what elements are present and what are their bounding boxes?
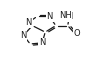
Text: N: N <box>26 18 32 27</box>
Text: N: N <box>47 12 53 21</box>
Text: O: O <box>73 29 80 38</box>
Text: NH: NH <box>59 11 71 20</box>
Text: N: N <box>39 38 45 47</box>
Text: N: N <box>20 31 27 40</box>
Text: Cl: Cl <box>66 12 74 21</box>
